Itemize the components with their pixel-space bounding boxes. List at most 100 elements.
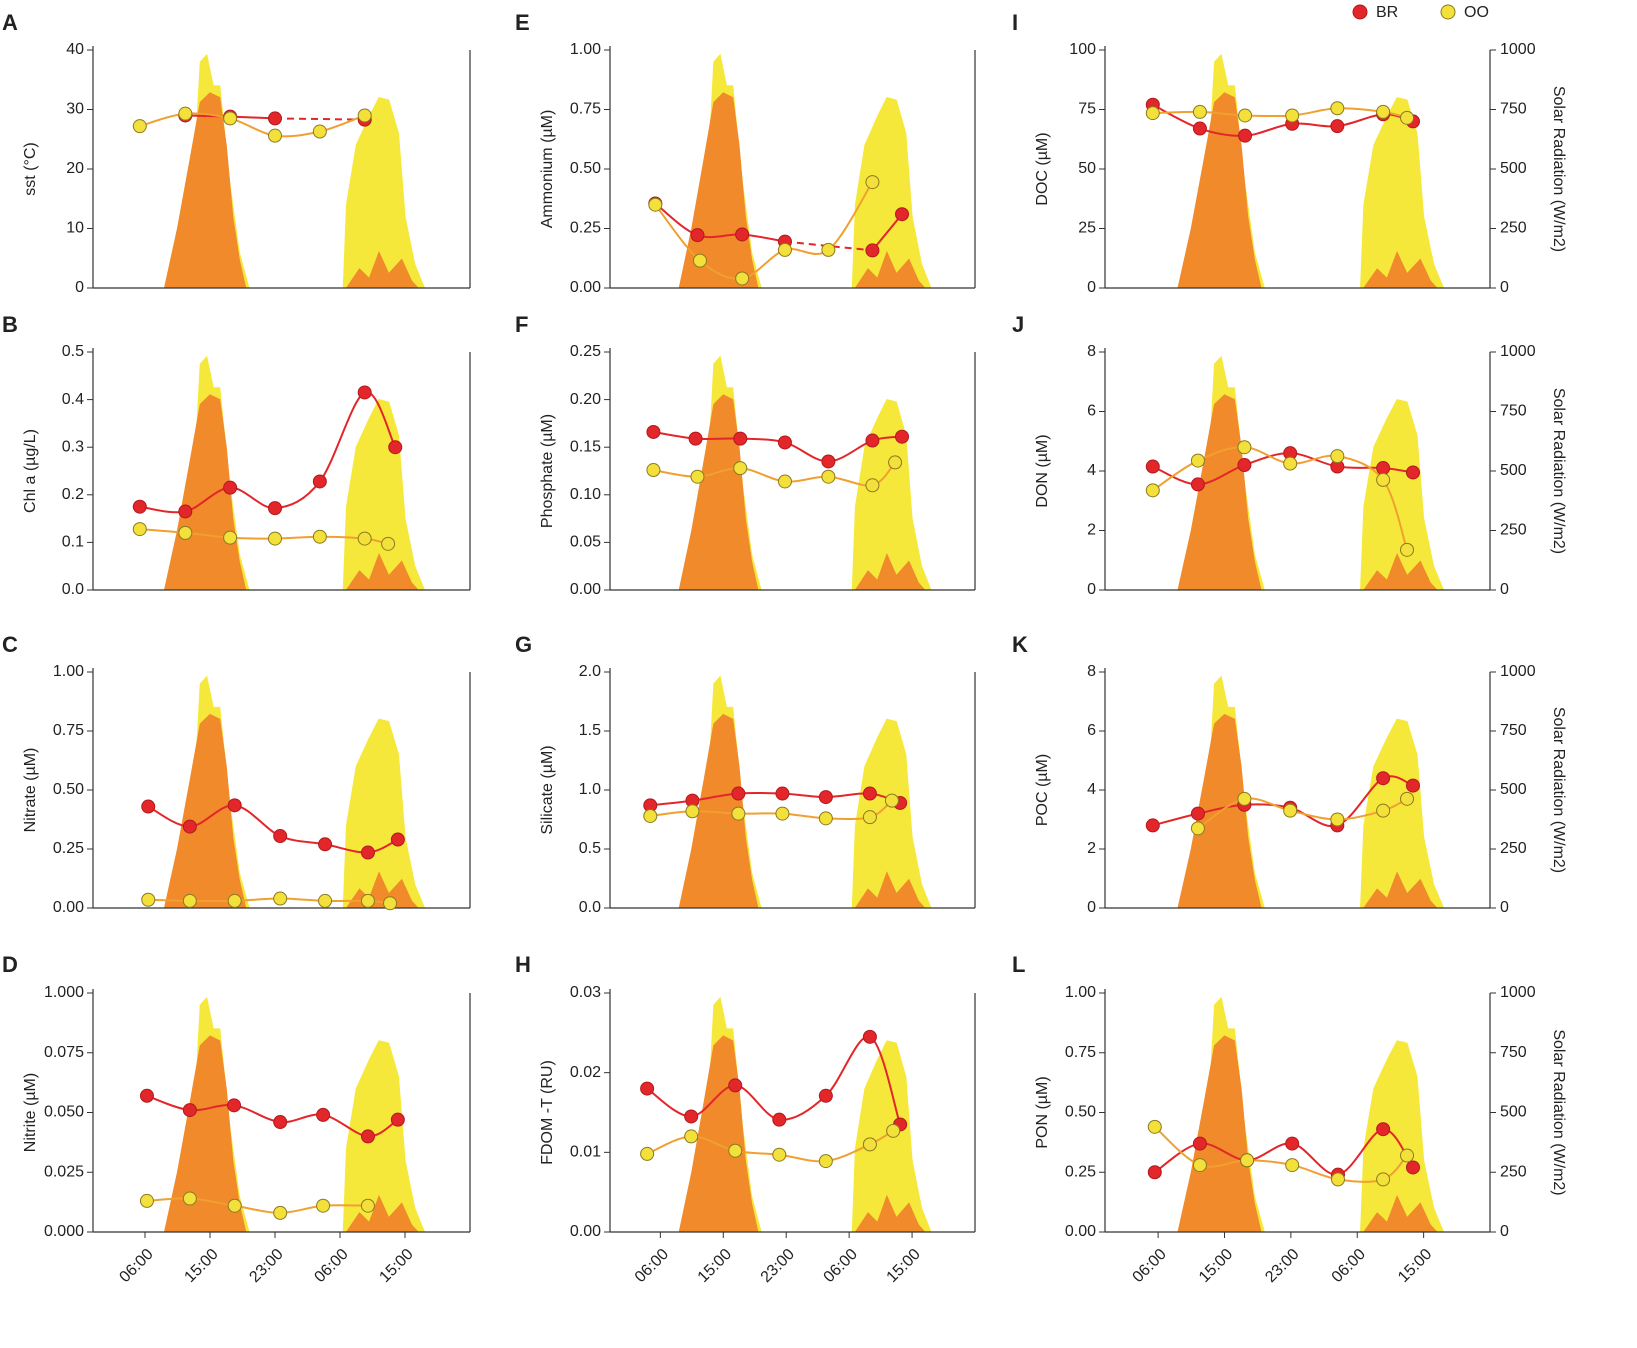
point bbox=[316, 1198, 331, 1213]
point bbox=[223, 530, 238, 545]
y-tick-label: 30 bbox=[66, 101, 84, 118]
trend-line bbox=[784, 240, 873, 252]
point bbox=[684, 1109, 699, 1124]
y-tick-label: 0.1 bbox=[62, 534, 84, 551]
point bbox=[1237, 440, 1252, 455]
y-tick-label: 1.00 bbox=[570, 41, 601, 58]
point bbox=[1240, 1153, 1255, 1168]
x-tick-label: 06:00 bbox=[632, 1246, 672, 1286]
point bbox=[360, 1198, 375, 1213]
point bbox=[1376, 461, 1391, 476]
point bbox=[1376, 104, 1391, 119]
point bbox=[318, 837, 333, 852]
panel-letter: K bbox=[1012, 632, 1028, 657]
point bbox=[357, 531, 372, 546]
legend-label: BR bbox=[1376, 4, 1398, 21]
y-tick-label: 0.4 bbox=[62, 391, 84, 408]
point bbox=[357, 108, 372, 123]
trend-line bbox=[1152, 107, 1408, 119]
y-tick-label: 0.00 bbox=[53, 899, 84, 916]
point bbox=[1330, 1172, 1345, 1187]
y-tick-label: 8 bbox=[1087, 343, 1096, 360]
y-tick-label: 0.25 bbox=[570, 343, 601, 360]
point bbox=[268, 128, 282, 143]
point bbox=[646, 424, 661, 439]
point bbox=[360, 845, 375, 860]
y-tick-label: 0 bbox=[1087, 581, 1096, 598]
point bbox=[1145, 818, 1160, 833]
point bbox=[646, 463, 661, 478]
y-tick-label: 0 bbox=[1087, 899, 1096, 916]
point bbox=[273, 1205, 288, 1220]
x-tick-label: 06:00 bbox=[116, 1246, 156, 1286]
y-tick-label: 0.3 bbox=[62, 438, 84, 455]
point bbox=[1237, 791, 1252, 806]
y2-tick-label: 250 bbox=[1500, 1163, 1527, 1180]
x-tick-label: 06:00 bbox=[311, 1246, 351, 1286]
point bbox=[1406, 778, 1420, 793]
panel-letter: J bbox=[1012, 312, 1024, 337]
point bbox=[390, 1112, 405, 1127]
point bbox=[775, 806, 790, 821]
panel: F 0.00 0.05 0.10 0.15 0.20 0.25 Phosphate (µM) bbox=[515, 312, 976, 598]
point bbox=[178, 504, 193, 519]
point bbox=[312, 474, 327, 489]
panel: E 0.00 0.25 0.50 0.75 1.00 Ammonium (µM) bbox=[515, 10, 976, 296]
y-tick-label: 0.25 bbox=[1065, 1163, 1096, 1180]
y-axis-label: Nitrate (µM) bbox=[22, 748, 39, 833]
point bbox=[818, 1088, 833, 1103]
point bbox=[312, 124, 327, 139]
x-tick-label: 06:00 bbox=[821, 1246, 861, 1286]
point bbox=[886, 1123, 901, 1138]
point bbox=[865, 478, 880, 493]
y-axis-label: FDOM -T (RU) bbox=[539, 1060, 556, 1165]
y-tick-label: 6 bbox=[1087, 403, 1096, 420]
y-tick-label: 8 bbox=[1087, 663, 1096, 680]
y-tick-label: 0.02 bbox=[570, 1064, 601, 1081]
point bbox=[1285, 1158, 1300, 1173]
y2-tick-label: 500 bbox=[1500, 1104, 1527, 1121]
y2-tick-label: 0 bbox=[1500, 899, 1509, 916]
x-tick-label: 15:00 bbox=[1196, 1246, 1236, 1286]
point bbox=[1190, 806, 1205, 821]
point bbox=[1376, 771, 1391, 786]
point bbox=[1192, 104, 1207, 119]
point bbox=[775, 786, 790, 801]
y-axis-label: DON (µM) bbox=[1034, 434, 1051, 507]
point bbox=[862, 810, 877, 825]
x-tick-label: 15:00 bbox=[884, 1246, 924, 1286]
point bbox=[862, 786, 877, 801]
point bbox=[818, 811, 833, 826]
point bbox=[132, 522, 147, 537]
y-tick-label: 0.75 bbox=[1065, 1044, 1096, 1061]
y-tick-label: 0.050 bbox=[44, 1104, 84, 1121]
point bbox=[1400, 1148, 1415, 1163]
point bbox=[1330, 119, 1345, 134]
panel: D 0.000 0.025 0.050 0.075 1.000 Nitrite (µM) 06… bbox=[2, 952, 471, 1286]
point bbox=[1406, 465, 1420, 480]
point bbox=[268, 531, 282, 546]
y-tick-label: 0.2 bbox=[62, 486, 84, 503]
point bbox=[821, 242, 836, 257]
point bbox=[268, 501, 282, 516]
legend-marker bbox=[1352, 4, 1368, 20]
y-axis-label: sst (°C) bbox=[22, 142, 39, 196]
y-tick-label: 0.20 bbox=[570, 391, 601, 408]
point bbox=[777, 474, 792, 489]
point bbox=[1285, 108, 1300, 123]
y2-axis-label: Solar Radiation (W/m2) bbox=[1550, 388, 1567, 554]
point bbox=[640, 1081, 655, 1096]
trend-line bbox=[654, 181, 874, 280]
point bbox=[862, 1029, 877, 1044]
point bbox=[1190, 477, 1205, 492]
point bbox=[388, 440, 403, 455]
point bbox=[178, 525, 193, 540]
y-tick-label: 20 bbox=[66, 160, 84, 177]
point bbox=[1192, 121, 1207, 136]
y-tick-label: 100 bbox=[1069, 41, 1096, 58]
y-tick-label: 0.25 bbox=[570, 220, 601, 237]
trend-line bbox=[654, 202, 786, 243]
y-tick-label: 2.0 bbox=[579, 663, 601, 680]
y-tick-label: 2 bbox=[1087, 840, 1096, 857]
